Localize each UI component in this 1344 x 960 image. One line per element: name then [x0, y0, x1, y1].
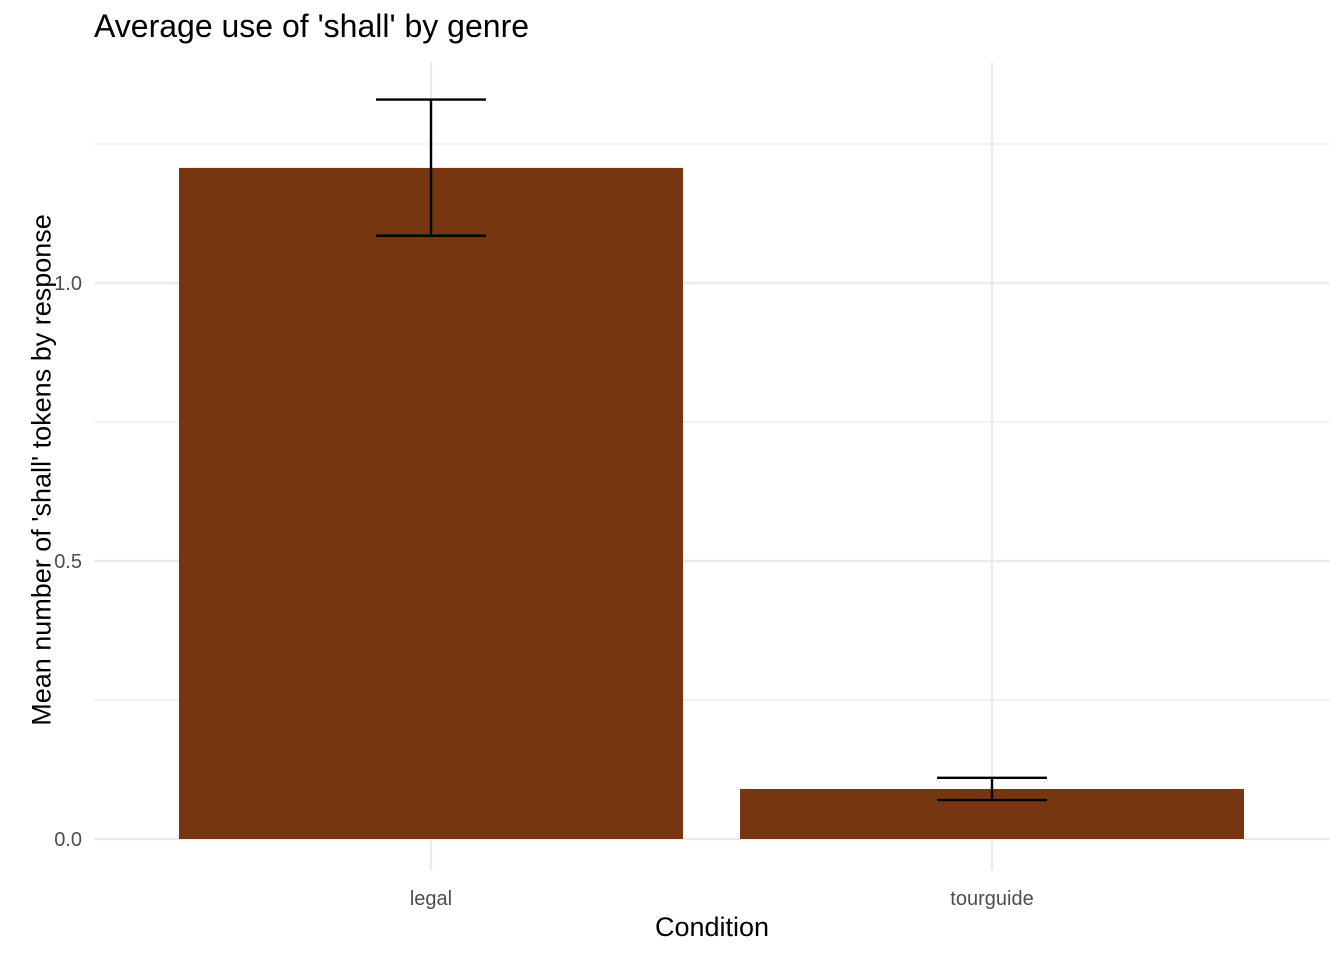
- y-tick-label: 0.5: [54, 551, 82, 573]
- x-axis-label: Condition: [654, 912, 770, 942]
- y-tick-label: 1.0: [54, 273, 82, 295]
- bar-legal: [179, 167, 683, 839]
- x-tick-label: tourguide: [950, 888, 1033, 910]
- chart-title: Average use of 'shall' by genre: [94, 8, 530, 44]
- y-tick-label: 0.0: [54, 829, 82, 851]
- x-tick-label: legal: [410, 888, 452, 910]
- y-axis-label: Mean number of 'shall' tokens by respons…: [26, 214, 57, 726]
